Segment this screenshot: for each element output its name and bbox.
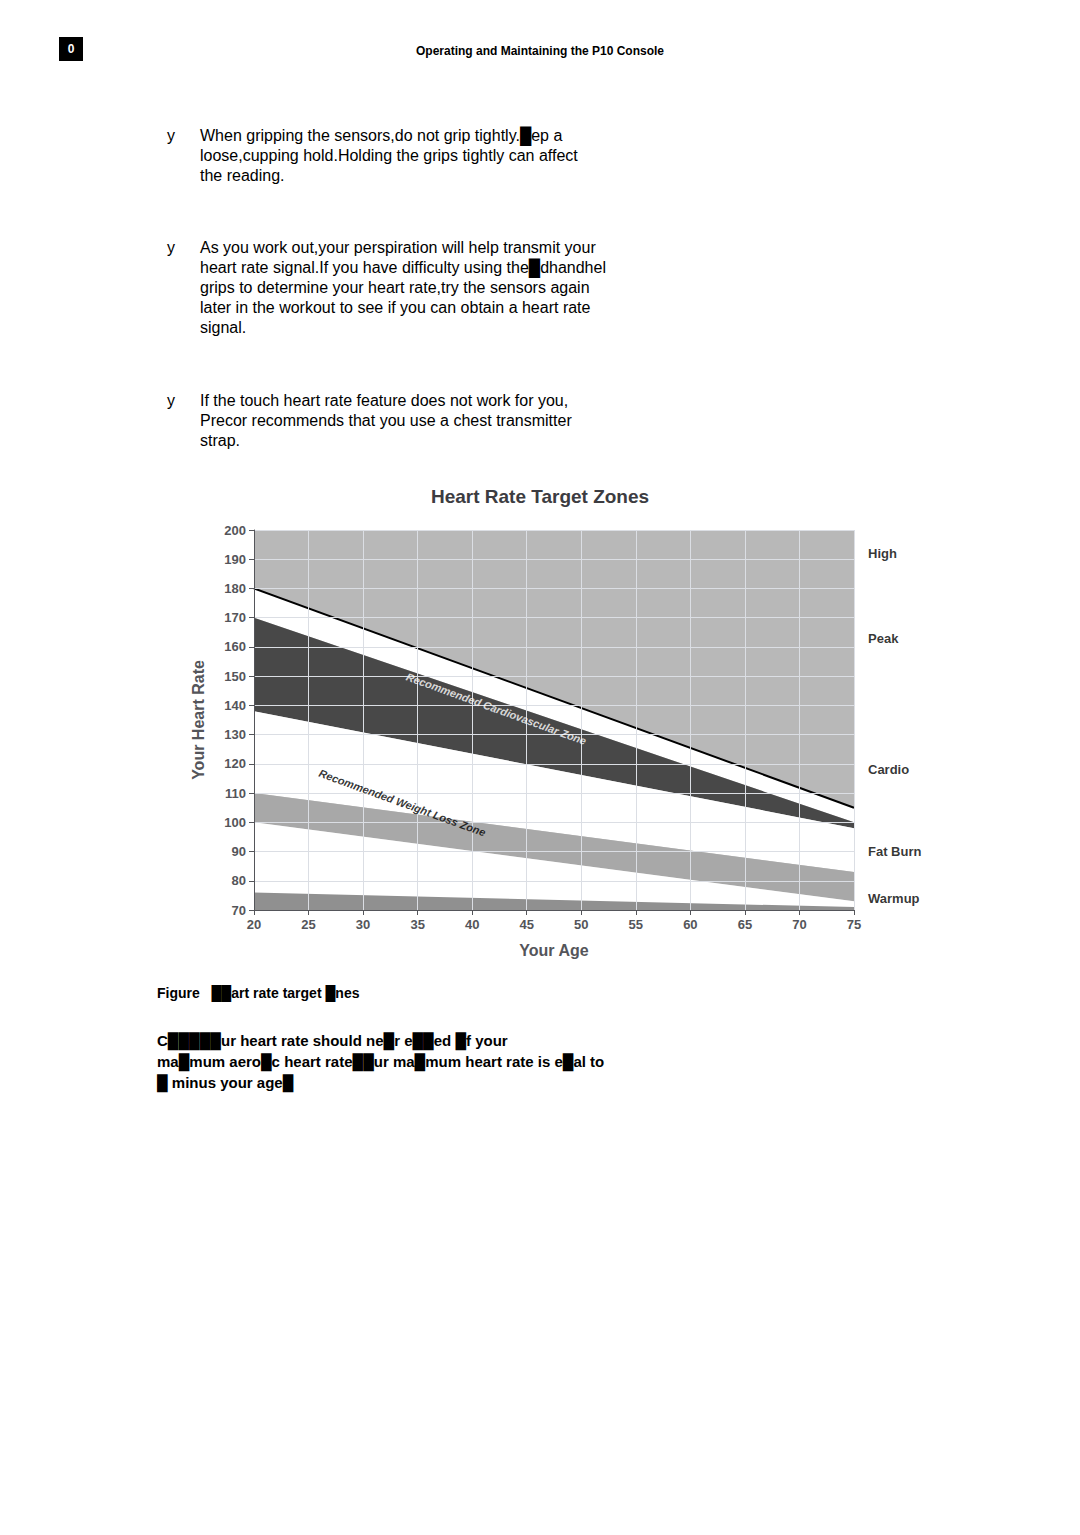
svg-text:55: 55	[629, 917, 643, 932]
svg-text:High: High	[868, 546, 897, 561]
svg-text:160: 160	[224, 639, 246, 654]
svg-text:Heart Rate Target Zones: Heart Rate Target Zones	[431, 486, 649, 507]
html-text:y: y	[167, 127, 175, 144]
svg-text:Your Age: Your Age	[519, 942, 588, 959]
svg-text:30: 30	[356, 917, 370, 932]
svg-text:180: 180	[224, 581, 246, 596]
svg-text:75: 75	[847, 917, 861, 932]
svg-text:70: 70	[792, 917, 806, 932]
svg-text:140: 140	[224, 698, 246, 713]
svg-text:130: 130	[224, 727, 246, 742]
html-text:Operating and Maintaining the: Operating and Maintaining the P10 Consol…	[416, 44, 664, 58]
svg-text:120: 120	[224, 756, 246, 771]
svg-text:45: 45	[519, 917, 533, 932]
svg-text:110: 110	[225, 786, 246, 801]
svg-text:Peak: Peak	[868, 631, 899, 646]
svg-text:25: 25	[301, 917, 315, 932]
svg-text:35: 35	[410, 917, 424, 932]
html-text:y: y	[167, 239, 175, 256]
svg-text:Warmup: Warmup	[868, 891, 920, 906]
svg-text:Your Heart Rate: Your Heart Rate	[190, 660, 207, 780]
svg-text:50: 50	[574, 917, 588, 932]
svg-text:170: 170	[224, 610, 246, 625]
svg-text:150: 150	[224, 669, 246, 684]
html-text:When gripping the sensors,do n: When gripping the sensors,do not grip ti…	[200, 127, 578, 184]
svg-text:65: 65	[738, 917, 752, 932]
svg-text:20: 20	[247, 917, 261, 932]
svg-text:70: 70	[232, 903, 246, 918]
svg-text:Recommended Cardiovascular Zon: Recommended Cardiovascular Zone	[405, 671, 588, 747]
html-text:y: y	[167, 392, 175, 409]
html-text:C█████ur heart rate should ne█: C█████ur heart rate should ne█r e██ed █f…	[157, 1032, 605, 1091]
html-text:Figure ██art rate target █nes: Figure ██art rate target █nes	[157, 985, 360, 1001]
html-text:As you work out,your perspirat: As you work out,your perspiration will h…	[200, 239, 606, 336]
svg-text:90: 90	[232, 844, 246, 859]
svg-text:190: 190	[224, 552, 246, 567]
svg-text:40: 40	[465, 917, 479, 932]
html-text:If the touch heart rate featur: If the touch heart rate feature does not…	[200, 392, 572, 449]
html-text:0: 0	[67, 42, 75, 56]
svg-text:200: 200	[224, 523, 246, 538]
svg-text:Cardio: Cardio	[868, 762, 909, 777]
svg-text:60: 60	[683, 917, 697, 932]
svg-text:80: 80	[232, 873, 246, 888]
svg-text:100: 100	[224, 815, 246, 830]
svg-text:Fat Burn: Fat Burn	[868, 844, 922, 859]
svg-text:Recommended Weight Loss Zone: Recommended Weight Loss Zone	[317, 767, 487, 839]
